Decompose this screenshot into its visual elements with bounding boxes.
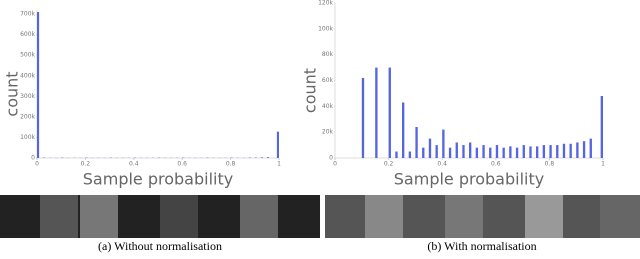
bar [496,145,498,158]
bar [543,145,545,158]
y-tick-label: 100k [318,25,333,32]
y-tick-label: 20k [322,129,334,136]
x-tick-label: 0 [333,161,337,168]
y-axis-label: count [3,71,22,116]
bar [516,148,518,158]
x-tick-label: 0.6 [491,161,501,168]
y-tick-label: 700k [20,11,35,18]
bar [476,148,478,158]
bar [409,152,411,158]
bar [462,145,464,158]
y-tick-label: 200k [20,113,35,120]
bar [456,143,458,159]
bar [576,143,578,159]
x-tick-label: 0.8 [545,161,555,168]
y-tick-label: 500k [20,52,35,59]
bar [469,143,471,159]
bar [583,141,585,158]
bar [277,132,279,158]
image-strip-b [325,195,640,238]
x-tick-label: 0.6 [177,161,187,168]
bar [563,144,565,158]
bar [37,12,39,158]
y-axis-label: count [301,68,320,113]
bar [556,145,558,158]
bar [489,148,491,158]
bar [601,96,603,158]
x-tick-label: 1 [601,161,605,168]
bar [529,146,531,158]
bar [267,157,269,158]
bar [449,148,451,158]
x-tick-label: 0.2 [384,161,394,168]
y-tick-label: 600k [20,31,35,38]
bar [375,68,377,158]
caption: (b) With normalisation [427,239,536,253]
x-tick-label: 0.8 [226,161,236,168]
bar [422,148,424,158]
image-strip-a [0,195,320,238]
bar [442,130,444,158]
x-tick-label: 0 [35,161,39,168]
bar [482,145,484,158]
bar [261,157,263,158]
bar [389,68,391,158]
bar [503,148,505,158]
bar [523,145,525,158]
y-tick-label: 60k [322,77,334,84]
x-axis-label: Sample probability [83,170,233,189]
x-axis-label: Sample probability [394,170,544,189]
y-tick-label: 120k [318,0,333,7]
bar [509,146,511,158]
y-tick-label: 80k [322,51,334,58]
bar [395,152,397,158]
bar [590,139,592,158]
y-tick-label: 100k [20,134,35,141]
bar [415,127,417,158]
y-tick-label: 300k [20,93,35,100]
bar [570,144,572,158]
bar [549,145,551,158]
x-tick-label: 0.2 [81,161,91,168]
bar [436,145,438,158]
y-tick-label: 40k [322,103,334,110]
bar [402,102,404,158]
caption: (a) Without normalisation [98,239,222,253]
bar [362,78,364,158]
x-tick-label: 0.4 [129,161,139,168]
bar [536,146,538,158]
bar [429,139,431,158]
x-tick-label: 1 [277,161,281,168]
y-tick-label: 400k [20,72,35,79]
x-tick-label: 0.4 [437,161,447,168]
